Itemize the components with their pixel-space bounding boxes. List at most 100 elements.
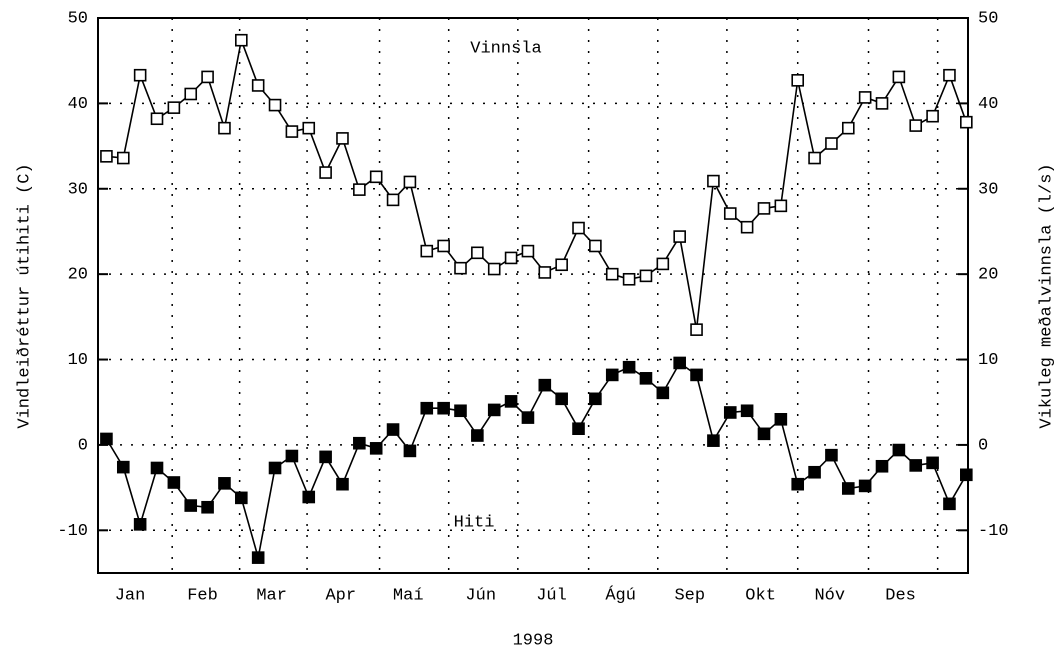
y2-tick-label: -10	[978, 522, 1009, 541]
x-tick-label: Júl	[536, 586, 567, 605]
data-point	[420, 401, 434, 415]
x-tick-label: Maí	[393, 586, 424, 605]
data-point	[875, 459, 889, 473]
data-point	[471, 246, 484, 260]
data-point	[454, 404, 467, 418]
data-point	[892, 70, 906, 84]
series-line	[106, 37, 968, 330]
data-point	[201, 500, 214, 514]
data-point	[926, 109, 939, 123]
data-point	[353, 183, 366, 196]
data-point	[336, 132, 349, 145]
y-tick-label: 10	[68, 351, 88, 370]
annotation: Hiti	[454, 513, 495, 532]
data-point	[133, 68, 147, 82]
x-tick-label: Feb	[187, 586, 218, 605]
data-point	[605, 267, 619, 281]
data-point	[622, 272, 636, 286]
data-point	[133, 518, 147, 531]
data-point	[791, 74, 805, 87]
data-point	[690, 323, 703, 336]
y-axis-label: Vindleiðréttur útihiti (C)	[15, 163, 34, 428]
data-point	[403, 175, 417, 189]
data-point	[943, 68, 956, 82]
data-point	[555, 258, 568, 272]
y2-tick-label: 40	[978, 95, 998, 114]
data-point	[572, 221, 585, 235]
data-point	[757, 202, 771, 215]
data-point	[673, 230, 686, 243]
annotation: Vinnsla	[470, 39, 541, 58]
y-tick-label: 50	[68, 9, 88, 28]
data-point	[285, 125, 299, 138]
data-point	[774, 413, 788, 426]
data-point	[673, 356, 686, 370]
data-point	[740, 404, 754, 418]
x-tick-label: Sep	[674, 586, 705, 605]
data-point	[521, 244, 535, 258]
plot-frame	[97, 17, 969, 574]
data-point	[841, 482, 855, 495]
x-tick-label: Okt	[745, 586, 776, 605]
data-point	[251, 551, 265, 564]
data-point	[521, 411, 535, 424]
x-tick-label: Apr	[325, 586, 356, 605]
data-point	[892, 443, 906, 457]
data-point	[386, 193, 400, 207]
data-point	[858, 479, 872, 493]
x-axis-label: 1998	[513, 631, 554, 650]
data-point	[369, 170, 383, 184]
data-point	[639, 269, 653, 283]
data-point	[504, 251, 518, 265]
data-point	[841, 121, 855, 135]
data-point	[757, 427, 771, 441]
data-point	[504, 395, 518, 408]
data-point	[386, 423, 400, 436]
data-point	[268, 461, 282, 475]
data-point	[825, 448, 838, 462]
data-point	[420, 244, 434, 258]
data-point	[100, 432, 113, 446]
data-point	[150, 112, 164, 126]
data-point	[825, 137, 838, 150]
data-point	[319, 450, 332, 464]
data-point	[808, 465, 821, 479]
y2-tick-label: 20	[978, 266, 998, 285]
data-point	[723, 207, 737, 220]
data-point	[437, 239, 450, 253]
data-point	[875, 97, 889, 110]
data-point	[167, 101, 181, 114]
data-point	[943, 497, 956, 511]
data-point	[471, 429, 484, 442]
data-point	[336, 477, 349, 491]
data-point	[639, 372, 653, 385]
data-point	[235, 491, 248, 505]
x-tick-label: Des	[885, 586, 916, 605]
series-line	[105, 361, 967, 558]
y-tick-label: 20	[68, 266, 88, 285]
data-point	[555, 392, 568, 406]
data-point	[235, 33, 248, 47]
data-point	[723, 406, 737, 419]
data-point	[605, 368, 619, 382]
data-point	[319, 166, 332, 179]
data-point	[707, 174, 720, 188]
data-point	[116, 151, 130, 165]
data-point	[218, 121, 231, 135]
data-point	[538, 378, 552, 392]
data-point	[707, 434, 720, 447]
data-point	[218, 477, 231, 490]
data-point	[622, 360, 636, 374]
y-tick-label: 40	[68, 95, 88, 114]
x-tick-label: Jan	[115, 586, 146, 605]
x-tick-label: Nóv	[814, 586, 845, 605]
data-point	[656, 386, 670, 400]
data-point	[437, 401, 450, 415]
y2-tick-label: 30	[978, 180, 998, 199]
y2-tick-label: 0	[978, 436, 988, 455]
data-point	[167, 476, 181, 489]
data-point	[150, 461, 164, 475]
x-tick-label: Ágú	[605, 585, 636, 605]
data-point	[353, 436, 366, 450]
